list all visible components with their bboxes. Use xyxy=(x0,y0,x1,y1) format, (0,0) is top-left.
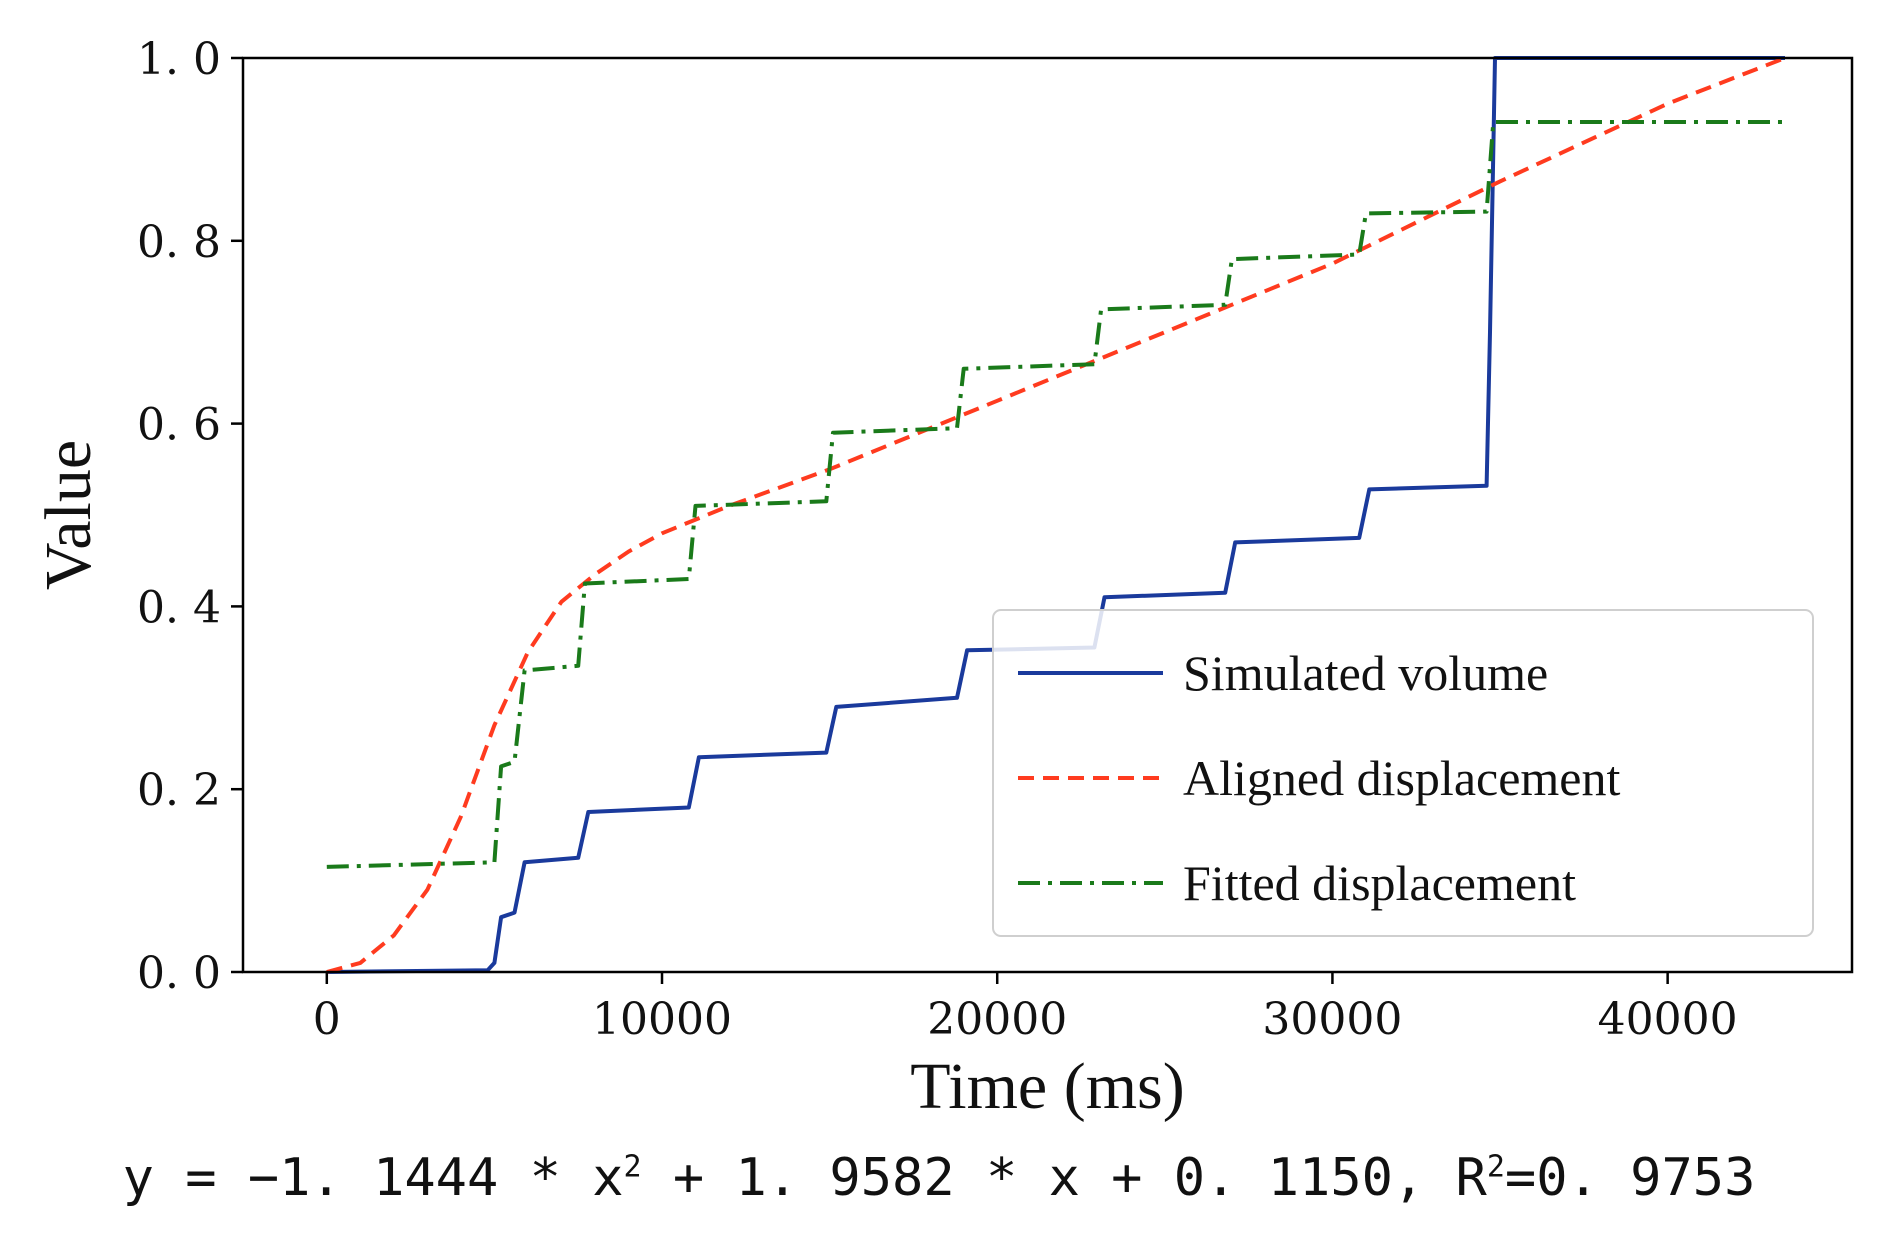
legend-box xyxy=(992,609,1814,937)
legend: Simulated volume Aligned displacement Fitt… xyxy=(992,609,1814,937)
y-tick-label: 0. 0 xyxy=(137,948,221,999)
y-tick-label: 0. 6 xyxy=(137,400,221,451)
equation-part-1: y = −1. 1444 * x xyxy=(122,1148,624,1208)
equation-exponent-1: 2 xyxy=(623,1149,642,1185)
y-tick-label: 1. 0 xyxy=(137,34,221,85)
y-tick-label: 0. 2 xyxy=(137,765,221,816)
legend-label-simulated-volume: Simulated volume xyxy=(1183,645,1548,701)
x-tick-label: 20000 xyxy=(927,994,1067,1045)
y-axis-label: Value xyxy=(32,440,105,590)
fit-equation: y = −1. 1444 * x2 + 1. 9582 * x + 0. 115… xyxy=(0,1148,1878,1208)
equation-part-3: =0. 9753 xyxy=(1504,1148,1756,1208)
x-tick-label: 0 xyxy=(313,994,341,1045)
series-layer xyxy=(326,56,1786,974)
equation-part-2: + 1. 9582 * x + 0. 1150, R xyxy=(641,1148,1487,1208)
equation-exponent-2: 2 xyxy=(1486,1149,1505,1185)
series-line-fitted-displacement xyxy=(326,120,1785,869)
y-tick-label: 0. 8 xyxy=(137,217,221,268)
x-axis-label: Time (ms) xyxy=(910,1050,1184,1123)
x-tick-label: 10000 xyxy=(592,994,732,1045)
plot-frame xyxy=(241,56,1854,974)
y-tick-label: 0. 4 xyxy=(137,582,221,633)
series-line-aligned-displacement xyxy=(326,56,1786,974)
legend-label-aligned-displacement: Aligned displacement xyxy=(1183,750,1620,806)
series-line-simulated-volume xyxy=(326,56,1785,974)
legend-label-fitted-displacement: Fitted displacement xyxy=(1183,855,1576,911)
x-tick-label: 40000 xyxy=(1598,994,1738,1045)
x-tick-label: 30000 xyxy=(1262,994,1402,1045)
axes-layer: 0 10000 20000 30000 40000 0. 0 0. 2 0. 4 0. 6 0. … xyxy=(137,34,1854,1045)
